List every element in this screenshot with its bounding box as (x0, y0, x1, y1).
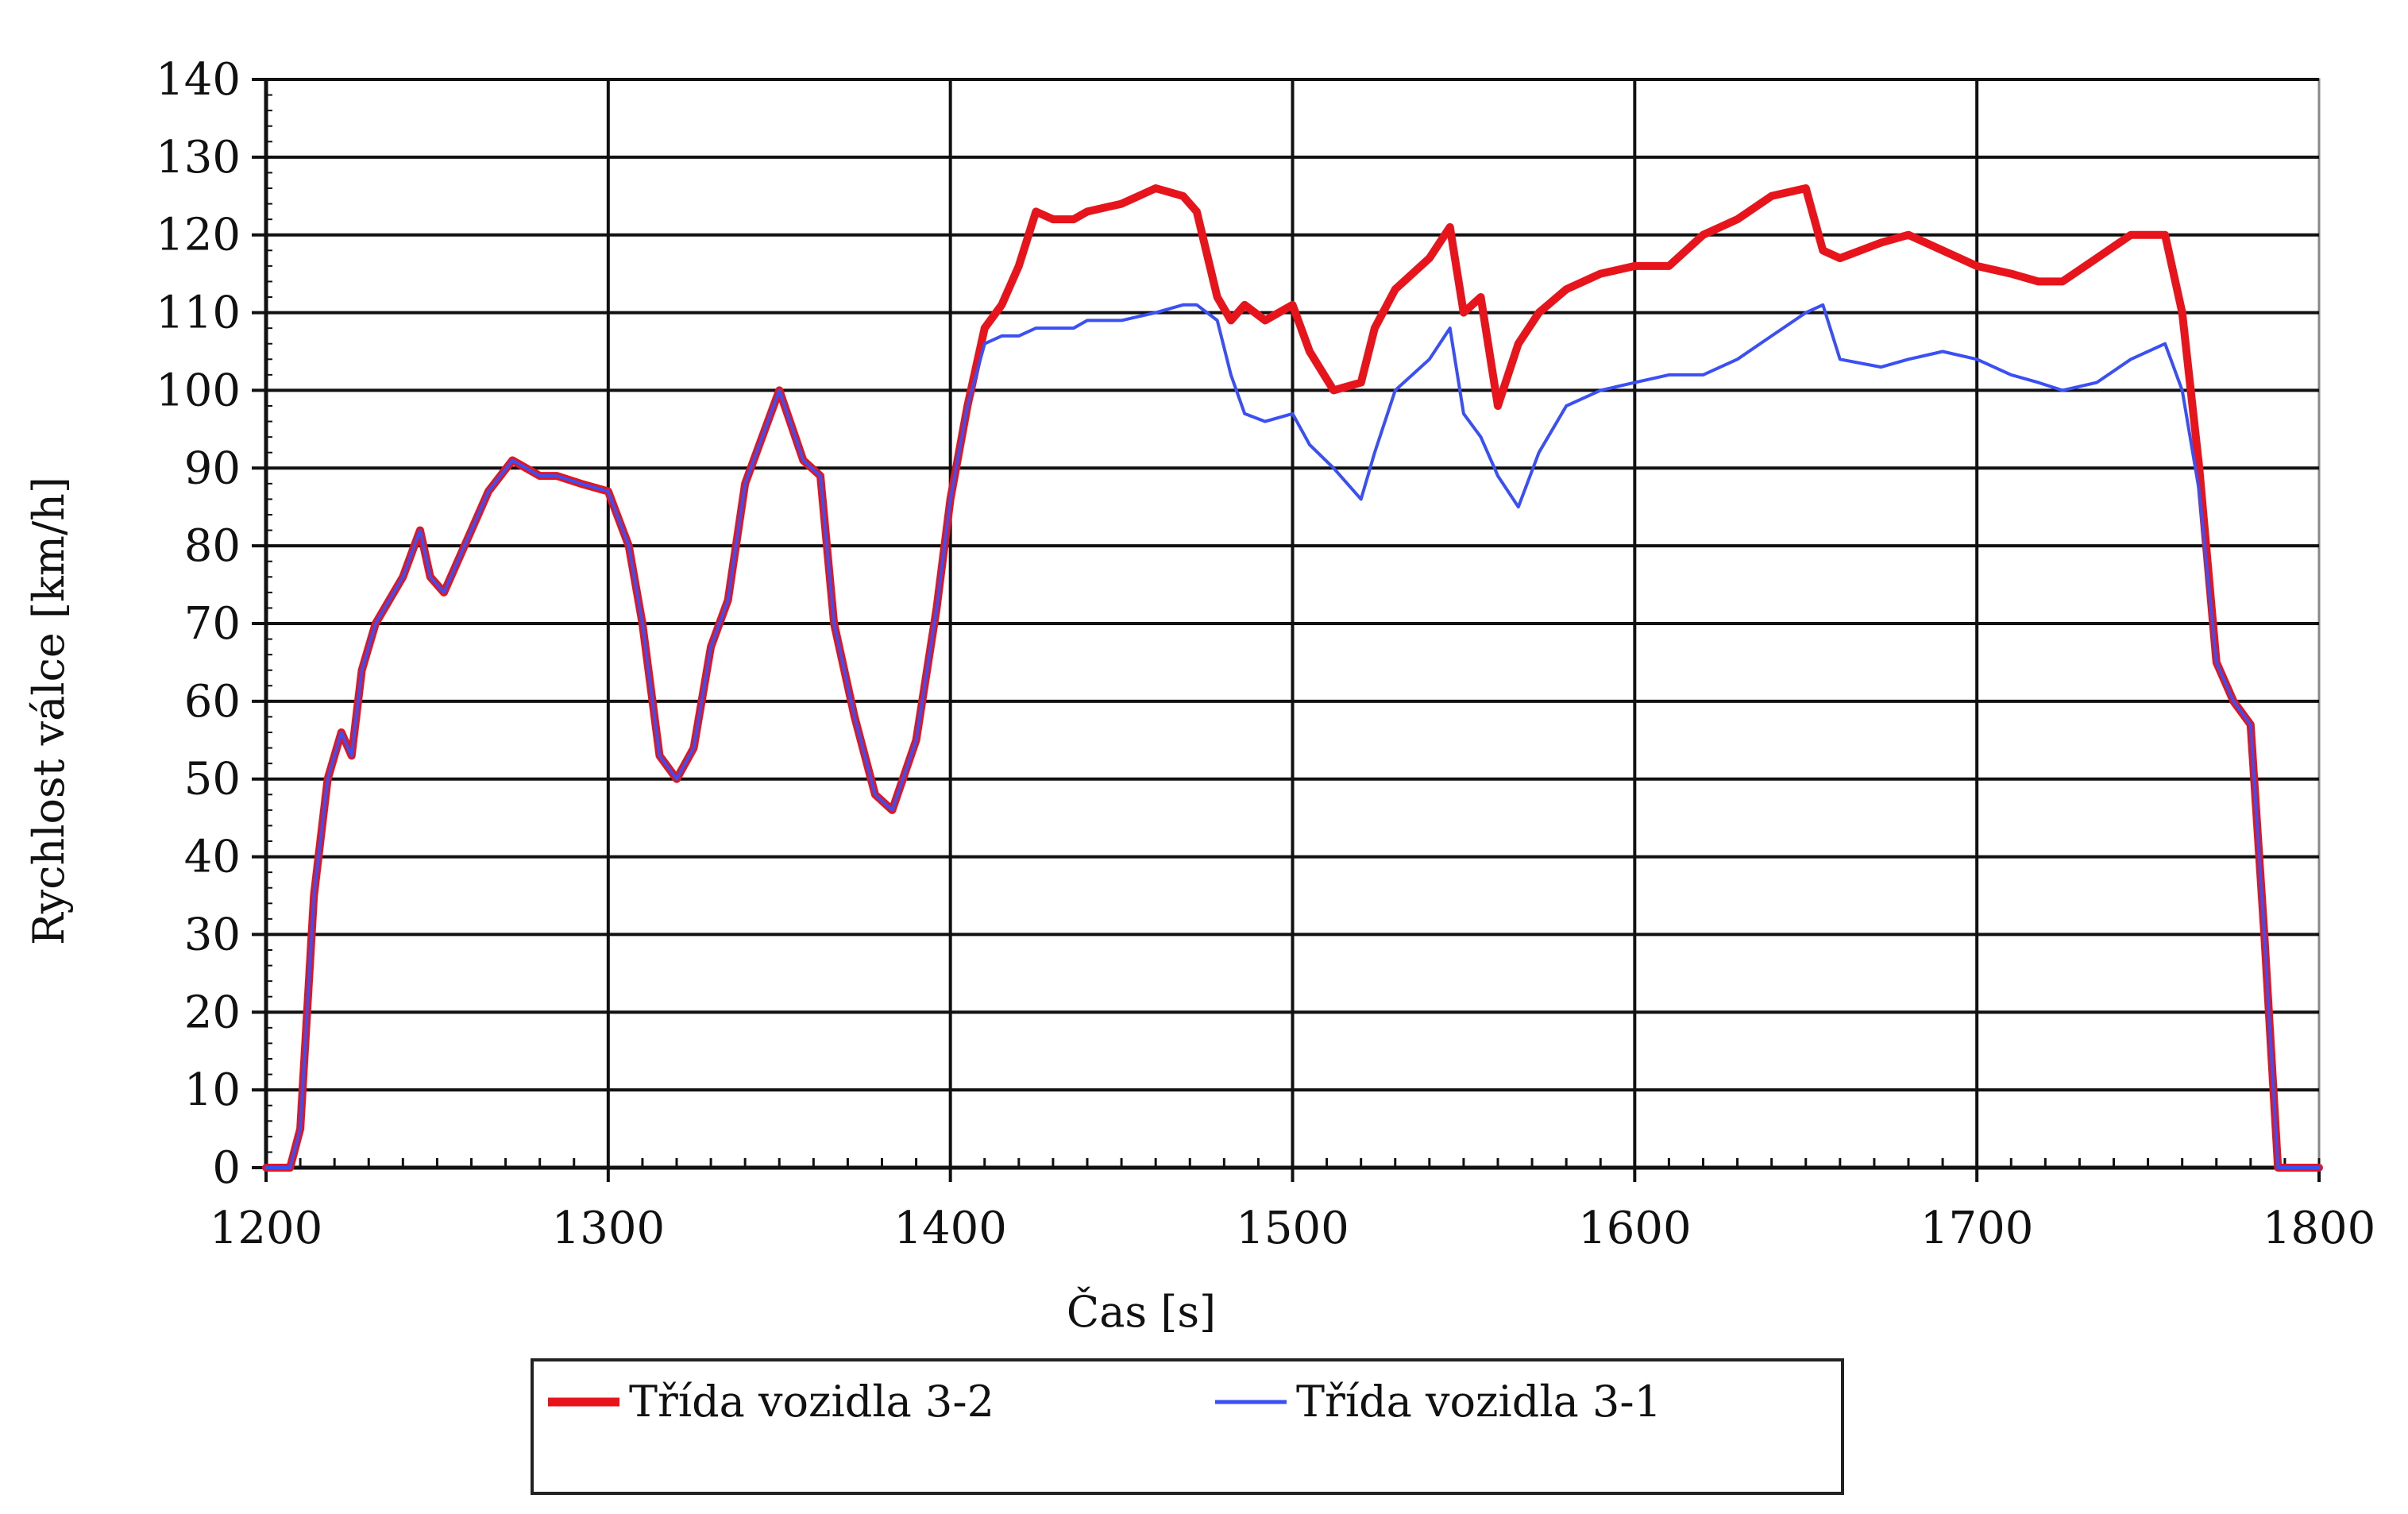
y-tick-label-14: 140 (156, 54, 241, 106)
axes (252, 78, 2321, 1182)
legend-label-series-1: Třída vozidla 3-2 (629, 1377, 994, 1427)
x-tick-label-5: 1700 (1920, 1203, 2034, 1254)
y-axis-title: Rychlost válce [km/h] (24, 477, 74, 945)
legend: Třída vozidla 3-2 Třída vozidla 3-1 (531, 1358, 1844, 1495)
y-tick-label-11: 110 (156, 288, 241, 339)
y-tick-label-10: 100 (156, 365, 241, 416)
y-tick-label-3: 30 (184, 909, 241, 960)
x-tick-label-6: 1800 (2263, 1203, 2376, 1254)
series-line-2 (264, 303, 2321, 1169)
y-tick-label-2: 20 (184, 987, 241, 1038)
y-tick-label-7: 70 (184, 598, 241, 650)
grid-lines (266, 78, 2319, 1168)
legend-label-series-2: Třída vozidla 3-1 (1296, 1377, 1661, 1427)
x-tick-label-1: 1300 (552, 1203, 666, 1254)
legend-box (531, 1358, 1844, 1495)
series-lines (262, 184, 2323, 1172)
y-tick-label-4: 40 (184, 832, 241, 883)
x-axis-title: Čas [s] (1067, 1286, 1216, 1337)
y-tick-label-13: 130 (156, 132, 241, 183)
x-tick-label-0: 1200 (210, 1203, 323, 1254)
y-tick-label-6: 60 (184, 676, 241, 728)
x-tick-label-4: 1600 (1578, 1203, 1692, 1254)
y-tick-label-8: 80 (184, 520, 241, 572)
x-tick-label-3: 1500 (1236, 1203, 1349, 1254)
y-tick-label-5: 50 (184, 754, 241, 805)
x-tick-label-2: 1400 (893, 1203, 1007, 1254)
y-tick-label-12: 120 (156, 210, 241, 261)
x-tick-labels: 1200 1300 1400 1500 1600 1700 1800 (210, 1203, 2376, 1254)
y-tick-label-0: 0 (212, 1142, 241, 1194)
y-tick-label-1: 10 (184, 1064, 241, 1116)
y-tick-labels: 0 10 20 30 40 50 60 70 80 90 100 110 120 130 140 (156, 54, 241, 1194)
y-tick-label-9: 90 (184, 442, 241, 494)
